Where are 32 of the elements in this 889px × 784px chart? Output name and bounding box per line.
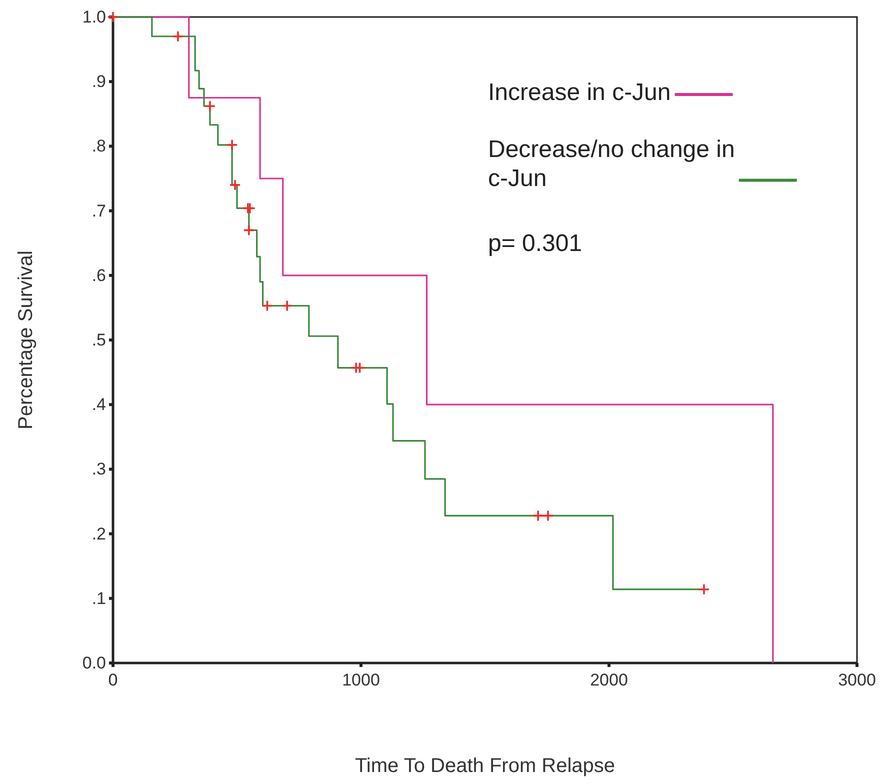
y-axis-title: Percentage Survival <box>15 250 37 430</box>
y-tick-label: .7 <box>92 201 106 220</box>
y-tick-label: .4 <box>92 395 106 414</box>
legend-label: Decrease/no change in c-Jun <box>488 136 735 192</box>
point <box>698 583 710 596</box>
legend-label: Increase in c-Jun <box>488 79 671 106</box>
point <box>107 11 119 23</box>
point <box>281 300 293 312</box>
x-tick-label: 0 <box>108 670 118 690</box>
point <box>226 139 238 151</box>
y-tick-label: .1 <box>92 588 106 608</box>
y-tick-label: .6 <box>92 266 106 285</box>
y-tick-label: .8 <box>92 136 106 156</box>
point <box>229 179 241 191</box>
point <box>172 30 184 42</box>
y-tick-label: 0.0 <box>82 653 106 672</box>
annotation: p= 0.301 <box>488 230 582 257</box>
y-tick-label: .2 <box>92 524 106 544</box>
point <box>532 510 544 522</box>
y-tick-label: .9 <box>92 72 106 92</box>
point <box>204 100 216 112</box>
x-tick-label: 1000 <box>342 670 380 690</box>
y-tick-label: .5 <box>92 330 106 350</box>
x-axis-title: Time To Death From Relapse <box>354 755 616 777</box>
point <box>354 362 366 374</box>
y-tick-label: 1.0 <box>82 7 106 26</box>
x-tick-label: 3000 <box>838 670 876 690</box>
point <box>261 300 274 312</box>
point <box>542 510 554 522</box>
y-tick-label: .3 <box>92 460 106 479</box>
x-tick-label: 2000 <box>590 670 628 690</box>
point <box>243 224 255 236</box>
